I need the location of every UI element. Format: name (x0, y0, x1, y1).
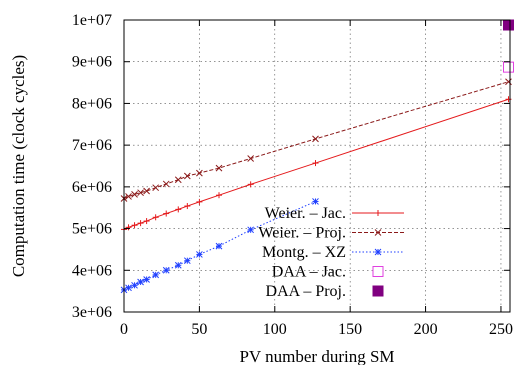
y-tick-label: 3e+06 (72, 304, 112, 321)
marker-x (143, 187, 150, 195)
legend-item: Weier. – Proj. (258, 225, 404, 242)
series-line (123, 81, 509, 199)
marker-open-square (372, 266, 384, 277)
marker-x (196, 169, 203, 177)
marker-star (125, 284, 132, 292)
marker-star (374, 248, 382, 256)
marker-x (215, 164, 223, 172)
series-2 (120, 198, 319, 294)
x-tick-label: 150 (338, 321, 362, 338)
marker-star (215, 242, 223, 250)
legend-label: Montg. – XZ (262, 244, 346, 261)
marker-x (174, 176, 182, 184)
plot-area-frame (123, 19, 511, 313)
marker-star (162, 266, 170, 274)
marker-star (196, 251, 203, 258)
axis-ticks: 0 50 100 150 200 250 3e+06 4e+06 5e+06 6e+06 7e+06… (72, 12, 513, 338)
legend-label: DAA – Jac. (272, 264, 346, 281)
x-tick-label: 100 (263, 321, 287, 338)
marker-plus (247, 181, 254, 188)
marker-x (312, 135, 319, 143)
y-tick-label: 8e+06 (72, 95, 112, 112)
marker-x (137, 189, 144, 197)
marker-plus (143, 218, 150, 225)
marker-star (143, 276, 150, 283)
marker-plus (137, 220, 144, 227)
series-3 (502, 61, 514, 73)
marker-plus (215, 192, 222, 199)
marker-x (125, 193, 132, 200)
marker-filled-square (502, 19, 514, 31)
marker-plus (312, 160, 319, 167)
y-tick-label: 7e+06 (72, 137, 112, 154)
marker-plus (505, 96, 512, 103)
x-tick-label: 0 (120, 321, 128, 338)
marker-star (247, 226, 255, 234)
marker-plus (131, 222, 138, 229)
marker-x (505, 78, 512, 86)
marker-x (131, 191, 138, 198)
marker-x (374, 229, 382, 236)
marker-plus (184, 203, 191, 210)
marker-star (137, 278, 144, 286)
marker-star (131, 281, 138, 289)
marker-star (183, 257, 191, 265)
marker-star (152, 271, 160, 279)
series-4 (502, 19, 514, 31)
legend-label: DAA – Proj. (266, 283, 346, 300)
marker-x (152, 184, 160, 192)
y-tick-label: 1e+07 (72, 12, 112, 29)
y-tick-label: 6e+06 (72, 179, 112, 196)
marker-plus (125, 224, 132, 231)
marker-star (174, 261, 182, 269)
x-tick-label: 250 (489, 321, 513, 338)
marker-plus (163, 210, 170, 217)
legend-label: Weier. – Jac. (265, 205, 346, 222)
marker-plus (152, 214, 159, 221)
marker-plus (196, 198, 203, 205)
y-axis-title: Computation time (clock cycles) (9, 55, 28, 277)
marker-plus (175, 206, 182, 213)
legend: Weier. – Jac. Weier. – Proj. Montg. – XZ DA… (258, 205, 404, 300)
x-axis-title: PV number during SM (239, 347, 394, 365)
marker-plus (375, 210, 381, 216)
legend-item: DAA – Jac. (272, 264, 384, 281)
legend-label: Weier. – Proj. (258, 225, 346, 242)
marker-x (162, 180, 170, 188)
y-tick-label: 5e+06 (72, 221, 112, 238)
legend-item: Weier. – Jac. (265, 205, 404, 222)
plot-series (120, 19, 514, 294)
series-1 (120, 78, 512, 202)
legend-item: DAA – Proj. (266, 283, 384, 300)
legend-item: Montg. – XZ (262, 244, 404, 261)
x-tick-label: 50 (191, 321, 207, 338)
marker-open-square (502, 61, 514, 73)
y-tick-label: 4e+06 (72, 262, 112, 279)
marker-filled-square (372, 285, 384, 297)
marker-x (183, 172, 191, 180)
x-tick-label: 200 (414, 321, 438, 338)
marker-x (247, 155, 255, 162)
y-tick-label: 9e+06 (72, 54, 112, 71)
grid-lines (124, 20, 510, 312)
marker-star (312, 198, 319, 205)
